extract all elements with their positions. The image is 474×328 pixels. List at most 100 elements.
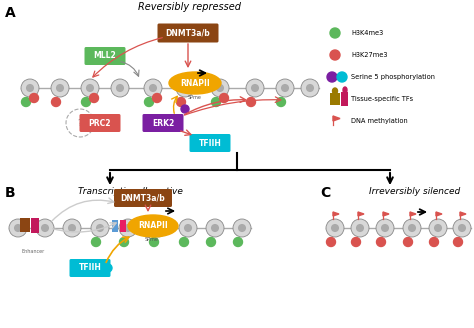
- Text: Serine 5 phosphorylation: Serine 5 phosphorylation: [351, 74, 435, 80]
- FancyBboxPatch shape: [143, 114, 183, 132]
- Circle shape: [51, 79, 69, 97]
- Polygon shape: [460, 212, 466, 216]
- FancyBboxPatch shape: [120, 220, 126, 232]
- Text: MLL2: MLL2: [94, 51, 117, 60]
- Circle shape: [21, 79, 39, 97]
- Circle shape: [86, 84, 94, 92]
- Circle shape: [403, 219, 421, 237]
- Text: DNMT3a/b: DNMT3a/b: [120, 194, 165, 202]
- Circle shape: [408, 224, 416, 232]
- FancyBboxPatch shape: [157, 24, 219, 43]
- Circle shape: [9, 219, 27, 237]
- Circle shape: [207, 237, 216, 247]
- Text: SPme: SPme: [188, 95, 202, 100]
- Circle shape: [234, 237, 243, 247]
- Text: ?: ?: [78, 118, 82, 128]
- Circle shape: [376, 237, 385, 247]
- Circle shape: [211, 97, 220, 107]
- Circle shape: [331, 224, 339, 232]
- Ellipse shape: [332, 88, 337, 94]
- Text: RNAPII: RNAPII: [138, 221, 168, 231]
- Circle shape: [149, 219, 167, 237]
- Text: H3K27me3: H3K27me3: [351, 52, 388, 58]
- Circle shape: [211, 79, 229, 97]
- Circle shape: [351, 219, 369, 237]
- Text: C: C: [320, 186, 330, 200]
- Circle shape: [149, 84, 157, 92]
- Circle shape: [119, 237, 128, 247]
- Circle shape: [111, 79, 129, 97]
- Circle shape: [330, 28, 340, 38]
- Circle shape: [276, 97, 285, 107]
- FancyBboxPatch shape: [84, 47, 126, 65]
- FancyBboxPatch shape: [31, 218, 39, 233]
- Circle shape: [181, 84, 189, 92]
- Circle shape: [429, 237, 438, 247]
- Circle shape: [145, 97, 154, 107]
- FancyBboxPatch shape: [20, 218, 30, 232]
- Circle shape: [337, 72, 347, 82]
- Text: PRC2: PRC2: [89, 118, 111, 128]
- FancyBboxPatch shape: [341, 92, 348, 106]
- Circle shape: [216, 84, 224, 92]
- Circle shape: [91, 219, 109, 237]
- Circle shape: [458, 224, 466, 232]
- Circle shape: [238, 224, 246, 232]
- FancyBboxPatch shape: [112, 220, 118, 232]
- Text: DNMT3a/b: DNMT3a/b: [165, 29, 210, 37]
- Circle shape: [14, 224, 22, 232]
- Circle shape: [356, 224, 364, 232]
- Text: TFIIH: TFIIH: [199, 138, 221, 148]
- Ellipse shape: [343, 87, 347, 93]
- Circle shape: [81, 79, 99, 97]
- Text: DNA methylation: DNA methylation: [351, 118, 408, 124]
- Circle shape: [246, 97, 255, 107]
- Text: Irreversibly silenced: Irreversibly silenced: [369, 187, 461, 196]
- Circle shape: [21, 97, 30, 107]
- Circle shape: [184, 224, 192, 232]
- Circle shape: [206, 219, 224, 237]
- Circle shape: [281, 84, 289, 92]
- Circle shape: [82, 97, 91, 107]
- Circle shape: [176, 97, 185, 107]
- Circle shape: [116, 84, 124, 92]
- Circle shape: [352, 237, 361, 247]
- Circle shape: [381, 224, 389, 232]
- Polygon shape: [436, 212, 442, 216]
- Circle shape: [63, 219, 81, 237]
- Text: H3K4me3: H3K4me3: [351, 30, 383, 36]
- Circle shape: [454, 237, 463, 247]
- Circle shape: [149, 237, 158, 247]
- Text: A: A: [5, 6, 16, 20]
- Circle shape: [36, 219, 54, 237]
- Circle shape: [276, 79, 294, 97]
- Circle shape: [180, 237, 189, 247]
- Polygon shape: [333, 212, 339, 216]
- FancyBboxPatch shape: [70, 259, 110, 277]
- Circle shape: [91, 237, 100, 247]
- Circle shape: [176, 79, 194, 97]
- Circle shape: [119, 219, 137, 237]
- Circle shape: [306, 84, 314, 92]
- Circle shape: [56, 84, 64, 92]
- Circle shape: [434, 224, 442, 232]
- Circle shape: [153, 93, 162, 102]
- Circle shape: [376, 219, 394, 237]
- Circle shape: [327, 237, 336, 247]
- FancyBboxPatch shape: [80, 114, 120, 132]
- Circle shape: [96, 224, 104, 232]
- Text: B: B: [5, 186, 16, 200]
- Text: Transcriptionally active: Transcriptionally active: [78, 187, 182, 196]
- Circle shape: [429, 219, 447, 237]
- Circle shape: [154, 224, 162, 232]
- Circle shape: [453, 219, 471, 237]
- Ellipse shape: [169, 72, 221, 94]
- Text: TFIIH: TFIIH: [79, 263, 101, 273]
- Circle shape: [41, 224, 49, 232]
- Circle shape: [29, 93, 38, 102]
- Polygon shape: [410, 212, 416, 216]
- Circle shape: [219, 93, 228, 102]
- Circle shape: [124, 224, 132, 232]
- Circle shape: [301, 79, 319, 97]
- Circle shape: [211, 224, 219, 232]
